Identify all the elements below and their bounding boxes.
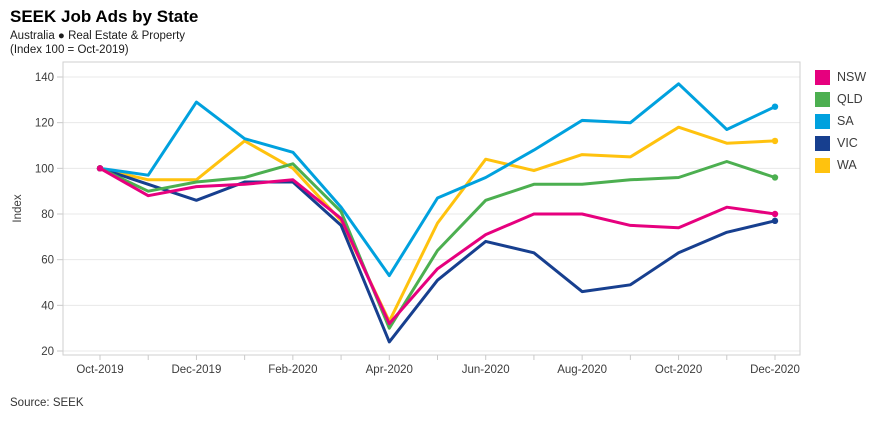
series-endpoint-SA: [771, 103, 779, 110]
x-tick-label: Dec-2020: [750, 364, 800, 376]
legend-swatch-QLD: [815, 91, 830, 107]
legend-label-NSW: NSW: [837, 70, 867, 84]
series-line-VIC: [98, 166, 777, 344]
x-tick-label: Apr-2020: [366, 364, 413, 376]
x-tick-label: Jun-2020: [462, 364, 510, 376]
source-note: Source: SEEK: [10, 397, 84, 409]
series-endpoint-VIC: [771, 217, 779, 225]
y-tick-label: 120: [35, 118, 54, 130]
y-tick-label: 60: [41, 255, 54, 267]
x-tick-label: Dec-2019: [171, 364, 221, 376]
chart-title: SEEK Job Ads by State: [10, 7, 199, 26]
series-line-QLD: [98, 160, 777, 330]
x-tick-label: Feb-2020: [268, 364, 317, 376]
y-tick-label: 20: [41, 346, 54, 358]
chart-legend: NSW QLD SA VIC WA: [815, 66, 866, 176]
y-axis-title: Index: [12, 194, 24, 222]
x-tick-label: Oct-2019: [76, 364, 123, 376]
y-tick-label: 40: [41, 300, 54, 312]
series-endpoint-QLD: [771, 174, 779, 181]
legend-item-WA[interactable]: WA: [815, 154, 866, 176]
chart-index-note: (Index 100 = Oct-2019): [10, 44, 129, 57]
series-endpoint-NSW: [771, 210, 779, 218]
chart-header: SEEK Job Ads by State Australia ● Real E…: [10, 6, 198, 57]
legend-swatch-VIC: [815, 135, 830, 151]
series-endpoint-WA: [771, 137, 779, 145]
series-endpoint-NSW: [96, 165, 104, 172]
legend-swatch-NSW: [815, 69, 830, 85]
x-tick-label: Oct-2020: [655, 364, 702, 376]
legend-item-NSW[interactable]: NSW: [815, 66, 866, 88]
legend-swatch-WA: [815, 157, 830, 173]
y-tick-label: 140: [35, 72, 54, 84]
series-line-SA: [98, 82, 777, 278]
legend-label-VIC: VIC: [837, 136, 858, 150]
legend-item-QLD[interactable]: QLD: [815, 88, 866, 110]
x-tick-label: Aug-2020: [557, 364, 607, 376]
chart-subtitle: Australia ● Real Estate & Property: [10, 30, 186, 43]
legend-swatch-SA: [815, 113, 830, 129]
legend-label-QLD: QLD: [837, 92, 863, 106]
legend-label-WA: WA: [837, 158, 857, 172]
legend-item-SA[interactable]: SA: [815, 110, 866, 132]
legend-label-SA: SA: [837, 114, 854, 128]
series-line-WA: [98, 125, 777, 323]
y-tick-label: 100: [35, 163, 54, 175]
series-line-NSW: [98, 166, 777, 326]
plot-frame: [62, 61, 801, 356]
y-tick-label: 80: [41, 209, 54, 221]
legend-item-VIC[interactable]: VIC: [815, 132, 866, 154]
